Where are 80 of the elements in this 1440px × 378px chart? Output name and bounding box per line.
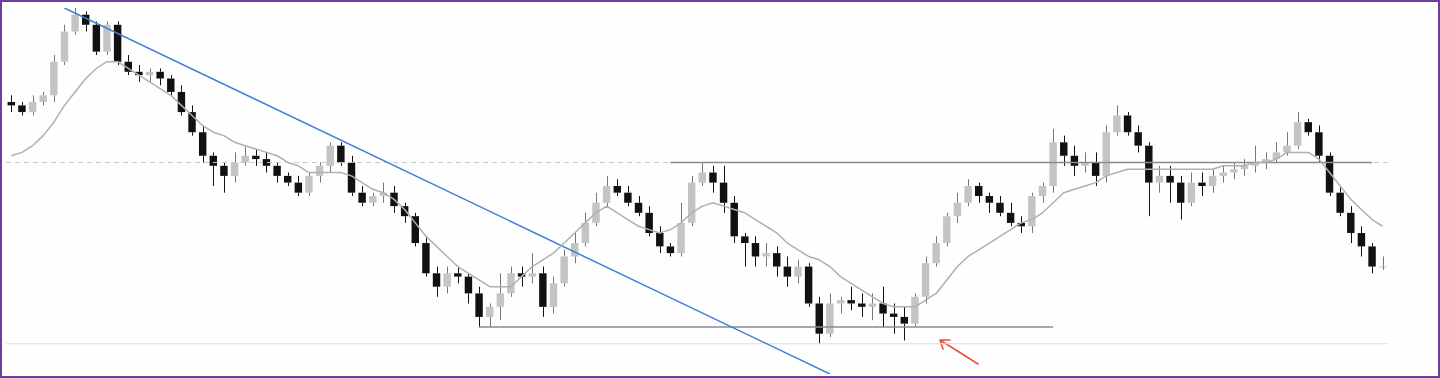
candlestick bbox=[932, 235, 940, 268]
candlestick bbox=[634, 195, 643, 217]
candlestick bbox=[773, 245, 781, 278]
candlestick bbox=[858, 292, 866, 318]
candlestick bbox=[1368, 242, 1376, 274]
candlestick bbox=[294, 175, 303, 197]
candlestick bbox=[624, 185, 632, 207]
candlestick bbox=[337, 141, 345, 167]
candlestick bbox=[996, 195, 1004, 217]
candlestick bbox=[1166, 165, 1174, 204]
candlestick bbox=[1145, 141, 1153, 217]
candlestick bbox=[528, 252, 536, 284]
candlestick bbox=[826, 292, 834, 338]
candlestick bbox=[656, 225, 664, 254]
candlestick bbox=[645, 205, 653, 237]
candlestick bbox=[1176, 175, 1185, 221]
candlestick bbox=[762, 242, 770, 268]
candlestick bbox=[1028, 192, 1036, 234]
candlestick bbox=[709, 165, 717, 194]
candlestick bbox=[1293, 111, 1302, 150]
candlestick bbox=[1123, 111, 1132, 137]
candlestick bbox=[464, 272, 473, 304]
candlestick bbox=[953, 192, 962, 224]
candlestick bbox=[549, 276, 558, 315]
candlestick bbox=[1198, 172, 1206, 197]
candlestick bbox=[868, 292, 877, 321]
candlestick bbox=[794, 259, 802, 284]
candlestick bbox=[985, 192, 994, 214]
candlestick bbox=[1038, 182, 1047, 204]
candlestick bbox=[1283, 131, 1291, 157]
candlestick bbox=[1187, 172, 1196, 207]
candlestick bbox=[252, 148, 260, 167]
candlestick bbox=[741, 232, 749, 268]
candlestick bbox=[921, 255, 930, 304]
candlestick bbox=[422, 235, 430, 278]
candlestick bbox=[50, 54, 58, 103]
candlestick bbox=[1006, 202, 1015, 227]
candlestick bbox=[432, 266, 441, 298]
candlestick bbox=[1347, 205, 1355, 244]
candlestick bbox=[1081, 151, 1089, 174]
candlestick bbox=[751, 235, 760, 268]
candlestick bbox=[539, 266, 547, 318]
candlestick bbox=[443, 266, 451, 294]
candlestick bbox=[273, 161, 281, 184]
candlestick bbox=[730, 195, 738, 244]
candlestick bbox=[613, 178, 621, 197]
candlestick bbox=[1091, 151, 1100, 187]
candlestick bbox=[220, 161, 228, 194]
candlestick bbox=[560, 249, 568, 288]
candlestick bbox=[28, 94, 37, 116]
candlestick bbox=[1102, 125, 1111, 184]
candlestick bbox=[103, 20, 111, 56]
candlestick bbox=[900, 306, 909, 341]
candlestick bbox=[847, 286, 855, 311]
candlestick bbox=[804, 262, 813, 308]
candlestick bbox=[677, 202, 685, 257]
candlestick bbox=[592, 192, 600, 227]
candlestick bbox=[783, 255, 792, 288]
candlestick bbox=[262, 151, 271, 174]
candlestick bbox=[1134, 125, 1142, 153]
candlestick bbox=[1304, 118, 1312, 137]
candlestick bbox=[496, 272, 505, 321]
candlestick bbox=[188, 104, 196, 137]
candlestick bbox=[485, 302, 494, 328]
candlestick bbox=[1357, 225, 1366, 257]
candlestick bbox=[507, 266, 515, 298]
candlestick bbox=[1113, 104, 1121, 137]
candlestick bbox=[602, 175, 611, 207]
candlestick bbox=[1049, 128, 1057, 194]
candlestick bbox=[698, 161, 707, 187]
candlestick bbox=[1208, 168, 1217, 194]
candlestick bbox=[964, 178, 972, 207]
candlestick bbox=[975, 182, 983, 204]
candlestick bbox=[60, 24, 69, 66]
candlestick bbox=[156, 67, 164, 86]
candlestick bbox=[1155, 165, 1164, 194]
candlestick bbox=[167, 74, 175, 96]
candlestick bbox=[719, 165, 728, 214]
candlestick bbox=[358, 185, 366, 207]
candlestick bbox=[879, 286, 887, 328]
